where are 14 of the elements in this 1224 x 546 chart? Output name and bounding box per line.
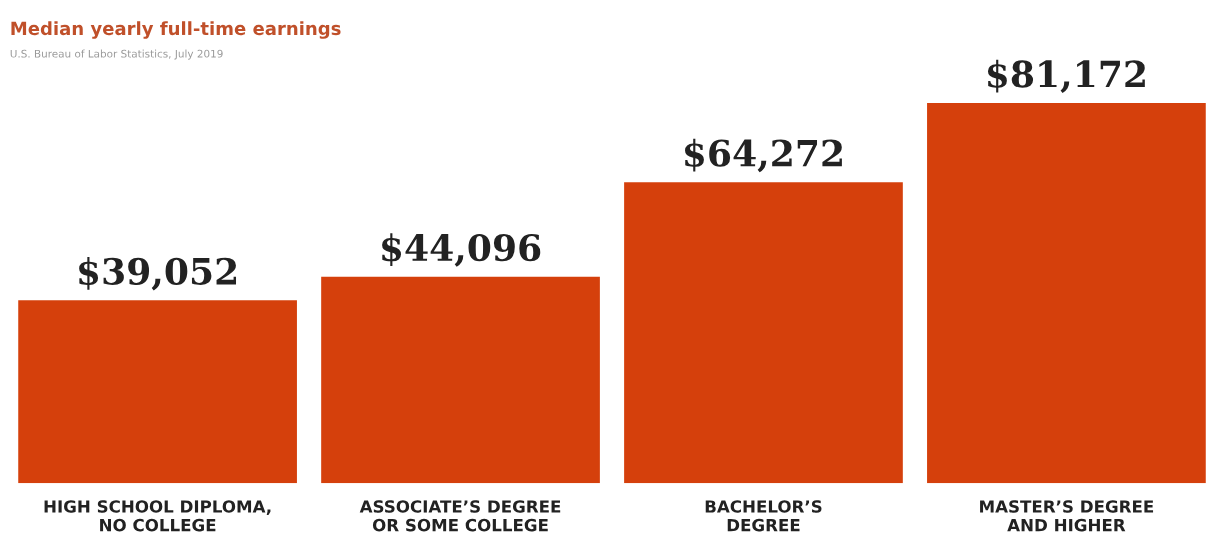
data-label: $44,096 xyxy=(382,233,541,267)
bar xyxy=(18,300,297,484)
x-tick-label: HIGH SCHOOL DIPLOMA, NO COLLEGE xyxy=(44,500,271,532)
x-tick-label: BACHELOR’S DEGREE xyxy=(705,500,822,532)
x-tick-label: MASTER’S DEGREE AND HIGHER xyxy=(980,500,1154,532)
chart-title: Median yearly full-time earnings xyxy=(11,21,341,39)
bar xyxy=(321,276,600,484)
x-tick-label: ASSOCIATE’S DEGREE OR SOME COLLEGE xyxy=(359,500,561,532)
data-label: $64,272 xyxy=(685,138,842,173)
text: U.S. Bureau of Labor Statistics, July 2019 xyxy=(10,49,223,60)
bar xyxy=(927,102,1206,484)
data-label: $81,172 xyxy=(987,59,1145,94)
data-label: $39,052 xyxy=(79,256,237,291)
bar xyxy=(624,182,903,484)
